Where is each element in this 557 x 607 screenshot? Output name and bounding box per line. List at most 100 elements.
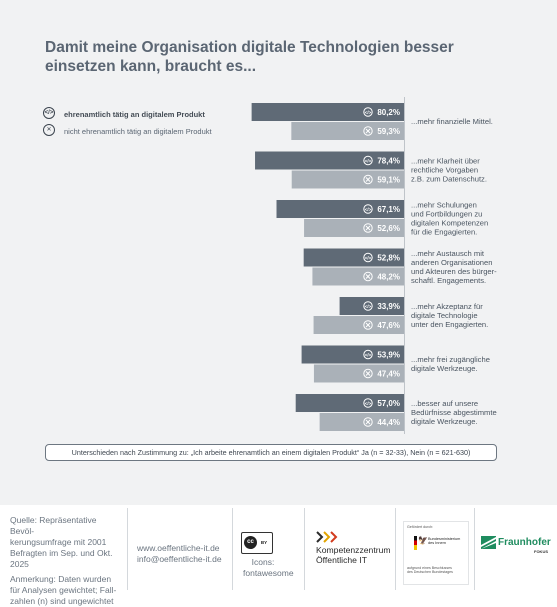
data-label: 59,1% <box>377 176 400 185</box>
bar-no <box>291 122 404 140</box>
category-label: digitale Technologie <box>411 311 478 320</box>
icons-credit-line: Icons: <box>251 557 275 567</box>
x-icon-stroke <box>365 322 371 328</box>
footnote-box: Unterschieden nach Zustimmung zu: „Ich a… <box>45 444 497 461</box>
bmi-footer-line: aufgrund eines Beschlusses <box>407 566 452 570</box>
category-label: ...mehr Klarheit über <box>411 157 480 166</box>
x-circle-icon <box>363 417 373 427</box>
x-icon-stroke <box>365 225 371 231</box>
category-label: digitale Werkzeuge. <box>411 417 478 426</box>
x-circle-icon <box>363 271 373 282</box>
x-icon-stroke <box>365 128 371 134</box>
source-line: kerungsumfrage mit 2001 <box>10 537 107 547</box>
cc-by-badge: cc BY <box>241 532 273 554</box>
code-icon <box>363 107 373 117</box>
data-label: 57,0% <box>377 399 400 408</box>
bmi-footer: aufgrund eines Beschlusses des Deutschen… <box>407 566 465 575</box>
x-circle-icon <box>363 320 373 330</box>
x-circle-icon <box>363 368 373 379</box>
bar-no <box>312 267 404 286</box>
source-line: Quelle: Repräsentative Bevöl- <box>10 515 97 536</box>
category-label: digitale Werkzeuge. <box>411 364 478 373</box>
bmi-funding-logo: Gefördert durch: 🦅 Bundesministerium des… <box>403 521 469 585</box>
icons-credit-line: fontawesome <box>243 568 294 578</box>
contact-block: www.oeffentliche-it.de info@oeffentliche… <box>137 543 222 565</box>
bar-no <box>313 316 404 334</box>
category-label: unter den Engagierten. <box>411 320 488 329</box>
footer-divider <box>127 508 128 590</box>
eagle-icon: 🦅 <box>418 536 428 545</box>
remark-line: für Analysen gewichtet; Fall- <box>10 585 117 595</box>
footer-divider <box>232 508 233 590</box>
code-icon <box>363 301 373 311</box>
code-icon <box>363 398 373 408</box>
bmi-footer-line: des Deutschen Bundestages <box>407 570 453 575</box>
data-label: 33,9% <box>377 302 400 311</box>
bar-chart: </> 80,2% 59,3% ...mehr finanzielle Mittel.… <box>251 97 497 434</box>
x-circle-icon <box>363 126 373 136</box>
code-icon <box>363 252 373 263</box>
by-icon: BY <box>260 540 268 545</box>
bar-yes <box>251 103 404 121</box>
fraunhofer-sub: FOKUS <box>534 549 548 554</box>
kompetenzzentrum-logo-icon <box>316 531 338 543</box>
bmi-ministry-line: Bundesministerium <box>428 537 461 541</box>
bar-no <box>319 413 404 431</box>
category-label: ...mehr Schulungen <box>411 201 477 210</box>
code-icon <box>363 204 373 214</box>
legend-label-yes: ehrenamtlich tätig an digitalem Produkt <box>64 110 205 119</box>
main-panel <box>0 0 557 505</box>
remark-line: Anmerkung: Daten wurden <box>10 574 112 584</box>
code-icon-glyph: </> <box>365 158 372 163</box>
source-line: Befragten im Sep. und Okt. <box>10 548 113 558</box>
bmi-ministry: Bundesministerium des Innern <box>428 537 466 546</box>
x-circle-icon <box>363 223 373 233</box>
bar-yes <box>303 248 404 267</box>
data-label: 52,8% <box>377 254 400 263</box>
category-label: schaftl. Engagements. <box>411 276 486 285</box>
bar-no <box>313 364 404 383</box>
data-label: 78,4% <box>377 157 400 166</box>
code-icon-glyph: </> <box>365 110 372 115</box>
data-label: 59,3% <box>377 127 400 136</box>
x-circle-icon <box>363 174 373 185</box>
cc-icon: cc <box>244 536 257 549</box>
data-label: 47,4% <box>377 370 400 379</box>
category-label: ...mehr frei zugängliche <box>411 355 490 364</box>
fraunhofer-name: Fraunhofer <box>498 537 551 548</box>
bar-yes <box>301 345 404 364</box>
footer-divider <box>395 508 396 590</box>
category-label: ...mehr Akzeptanz für <box>411 302 483 311</box>
category-label: für die Engagierten. <box>411 228 477 237</box>
fraunhofer-logo-icon <box>481 536 496 549</box>
email-link[interactable]: info@oeffentliche-it.de <box>137 554 222 564</box>
bmi-header: Gefördert durch: <box>407 525 434 529</box>
x-icon-stroke <box>365 177 371 182</box>
bar-yes <box>276 200 404 218</box>
x-icon-stroke <box>365 419 371 425</box>
category-label: und Akteuren des bürger- <box>411 267 497 276</box>
source-line: 2025 <box>10 559 29 569</box>
x-icon-stroke <box>365 274 371 279</box>
data-label: 67,1% <box>377 205 400 214</box>
code-icon <box>363 349 373 360</box>
chart-title: Damit meine Organisation digitale Techno… <box>45 39 454 75</box>
code-icon <box>363 155 373 166</box>
data-label: 53,9% <box>377 351 400 360</box>
code-icon-glyph: </> <box>365 207 372 212</box>
category-label: Bedürfnisse abgestimmte <box>411 408 497 417</box>
bar-no <box>291 170 404 189</box>
kompetenz-line: Öffentliche IT <box>316 555 367 565</box>
data-label: 52,6% <box>377 224 400 233</box>
website-link[interactable]: www.oeffentliche-it.de <box>137 543 220 553</box>
bmi-ministry-line: des Innern <box>428 541 446 546</box>
category-label: ...besser auf unsere <box>411 399 478 408</box>
category-label: digitalen Kompetenzen <box>411 219 488 228</box>
bar-no <box>304 219 404 237</box>
code-icon-glyph: </> <box>365 255 372 260</box>
bar-yes <box>295 394 404 412</box>
data-label: 44,4% <box>377 418 400 427</box>
data-label: 80,2% <box>377 108 400 117</box>
code-icon-glyph: </> <box>365 401 372 406</box>
category-label: anderen Organisationen <box>411 258 492 267</box>
